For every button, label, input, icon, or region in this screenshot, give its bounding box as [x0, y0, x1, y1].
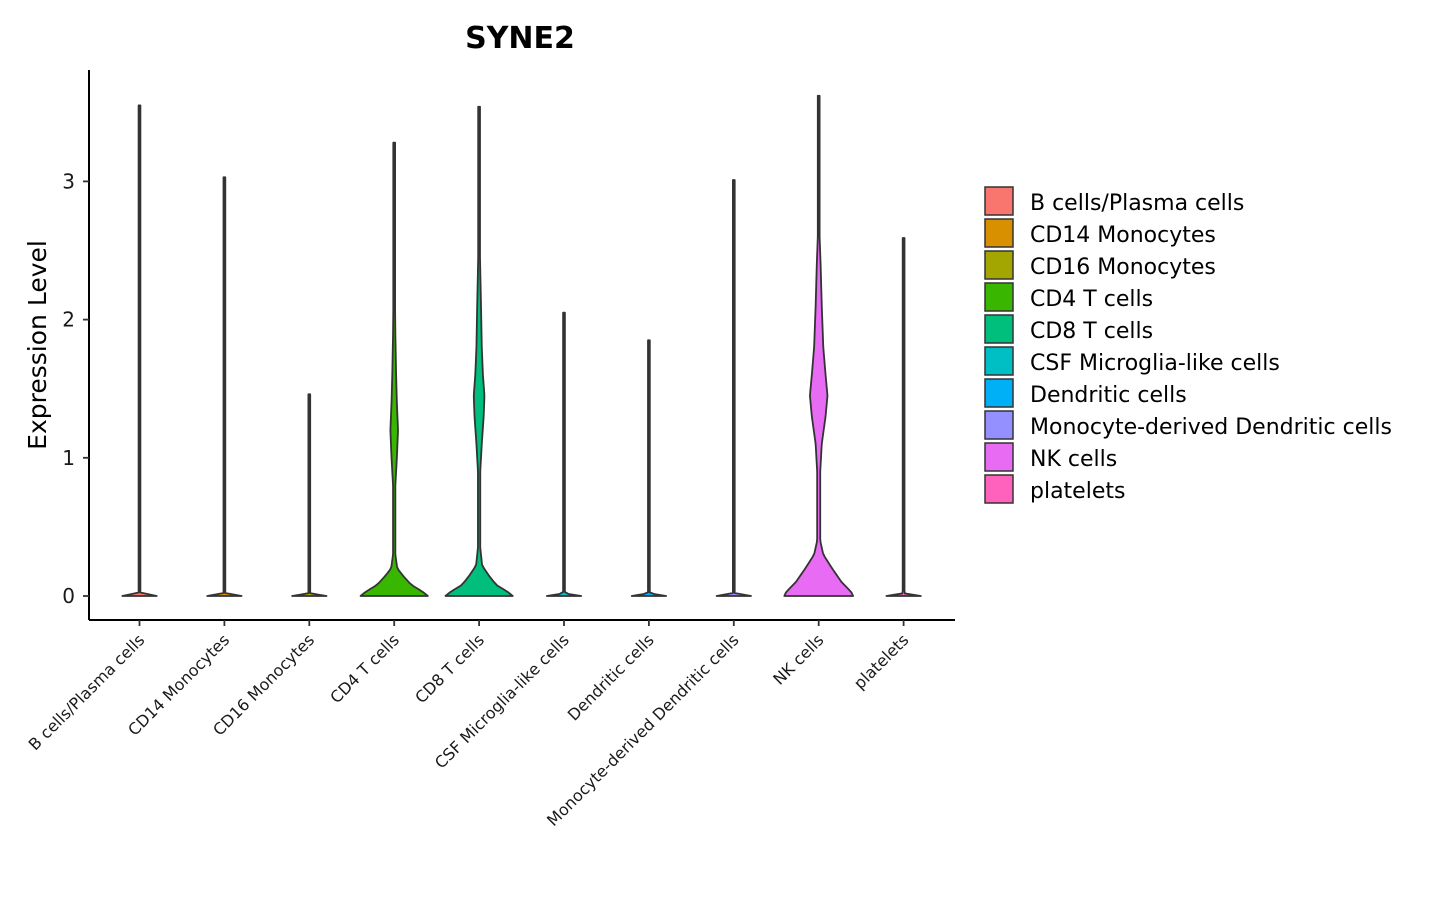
legend-label: Dendritic cells: [1030, 383, 1187, 408]
legend-item-5: CD8 T cells: [984, 314, 1153, 344]
x-tick-label-0: B cells/Plasma cells: [25, 630, 149, 754]
x-tick-label-6: Dendritic cells: [564, 630, 658, 724]
violin-2: [206, 176, 243, 597]
violin-5: [444, 105, 514, 597]
legend-item-1: B cells/Plasma cells: [984, 186, 1244, 216]
legend-swatch: [984, 314, 1014, 344]
y-axis-label: Expression Level: [23, 240, 52, 450]
legend-item-3: CD16 Monocytes: [984, 250, 1216, 280]
legend-swatch: [984, 442, 1014, 472]
legend-label: CD14 Monocytes: [1030, 223, 1216, 248]
legend-label: CD8 T cells: [1030, 319, 1153, 344]
x-tick-label-7: Monocyte-derived Dendritic cells: [543, 630, 743, 830]
x-tick-label-9: platelets: [850, 630, 913, 693]
x-tick-label-4: CD8 T cells: [411, 630, 488, 707]
legend-label: B cells/Plasma cells: [1030, 191, 1244, 216]
legend-swatch: [984, 250, 1014, 280]
legend-swatch: [984, 282, 1014, 312]
legend-swatch: [984, 474, 1014, 504]
legend-label: CD16 Monocytes: [1030, 255, 1216, 280]
legend-label: CSF Microglia-like cells: [1030, 351, 1280, 376]
legend-swatch: [984, 378, 1014, 408]
legend-label: NK cells: [1030, 447, 1117, 472]
x-tick-label-3: CD4 T cells: [326, 630, 403, 707]
legend-label: Monocyte-derived Dendritic cells: [1030, 415, 1392, 440]
legend-item-9: NK cells: [984, 442, 1117, 472]
legend-item-7: Dendritic cells: [984, 378, 1187, 408]
chart-title: SYNE2: [465, 21, 575, 56]
violin-3: [291, 393, 328, 597]
violin-8: [715, 179, 752, 597]
violin-1: [121, 104, 158, 597]
legend-swatch: [984, 346, 1014, 376]
legend-label: platelets: [1030, 479, 1125, 504]
violin-10: [885, 237, 922, 597]
y-tick-label-3: 3: [62, 169, 75, 193]
legend-item-8: Monocyte-derived Dendritic cells: [984, 410, 1392, 440]
violins-layer: [121, 94, 922, 597]
legend-item-10: platelets: [984, 474, 1125, 504]
legend-swatch: [984, 218, 1014, 248]
y-tick-label-1: 1: [62, 446, 75, 470]
x-tick-label-8: NK cells: [769, 630, 827, 688]
legend-item-6: CSF Microglia-like cells: [984, 346, 1280, 376]
legend-item-4: CD4 T cells: [984, 282, 1153, 312]
violin-6: [545, 311, 583, 597]
legend-label: CD4 T cells: [1030, 287, 1153, 312]
violin-4: [359, 141, 429, 597]
legend: B cells/Plasma cells CD14 Monocytes CD16 M…: [984, 186, 1392, 504]
legend-swatch: [984, 186, 1014, 216]
y-tick-label-2: 2: [62, 308, 75, 332]
y-tick-label-0: 0: [62, 584, 75, 608]
legend-swatch: [984, 410, 1014, 440]
legend-item-2: CD14 Monocytes: [984, 218, 1216, 248]
violin-9: [783, 94, 854, 597]
violin-7: [630, 339, 667, 597]
